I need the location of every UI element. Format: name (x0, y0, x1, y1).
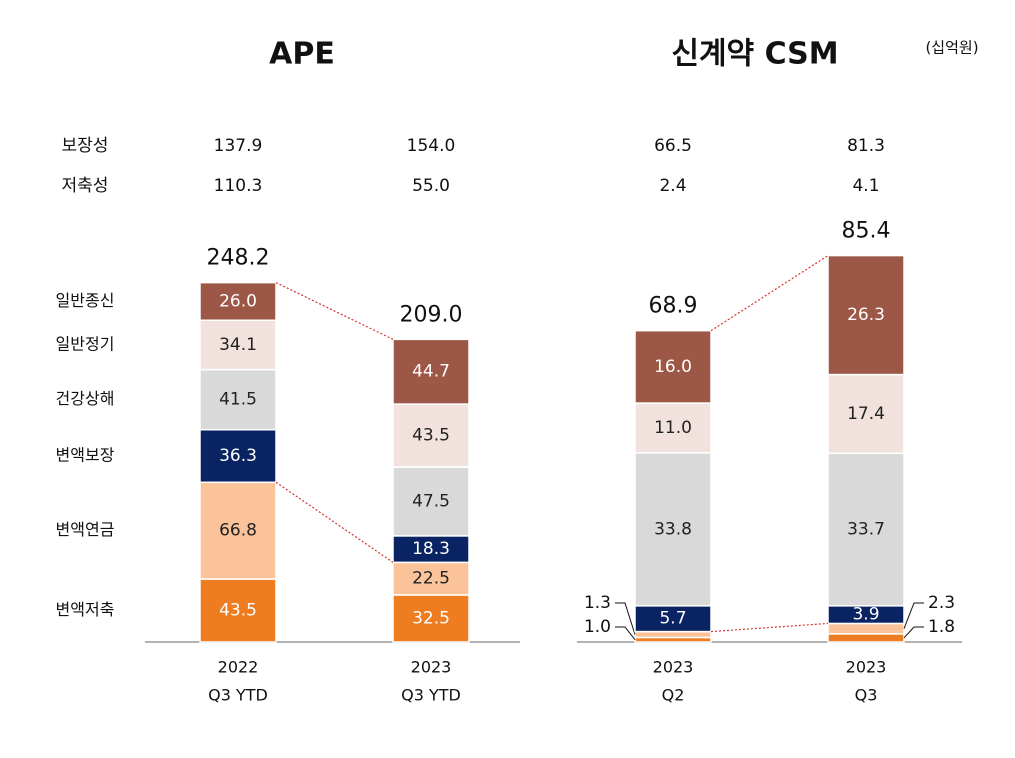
data-label: 26.3 (847, 305, 885, 325)
bar-segment (199, 281, 277, 322)
summary-value: 66.5 (654, 136, 692, 156)
connector (710, 622, 829, 633)
bar-segment (827, 622, 905, 635)
bar-segment (392, 466, 470, 537)
data-label: 1.0 (584, 617, 611, 637)
data-label: 44.7 (412, 362, 450, 382)
leader-line (615, 626, 636, 641)
bar-segment (392, 561, 470, 596)
summary-value: 4.1 (852, 176, 879, 196)
data-label: 11.0 (654, 418, 692, 438)
leader-line (615, 602, 636, 635)
unit-label: (십억원) (925, 39, 978, 57)
legend-label: 건강상해 (56, 389, 115, 408)
bar-segment (827, 452, 905, 607)
legend-label: 일반종신 (56, 291, 115, 310)
data-label: 66.8 (219, 521, 257, 541)
connector (275, 282, 394, 340)
data-label: 32.5 (412, 608, 450, 628)
data-label: 3.9 (852, 605, 879, 625)
bar-segment (199, 319, 277, 371)
bar-segment (634, 630, 712, 639)
summary-value: 110.3 (214, 176, 263, 196)
bar-segment (392, 594, 470, 643)
summary-value: 55.0 (412, 176, 450, 196)
leader-line (903, 602, 924, 629)
total-label: 85.4 (842, 219, 891, 244)
data-label: 18.3 (412, 539, 450, 559)
total-label: 248.2 (207, 246, 270, 271)
chart-title: APE (269, 37, 335, 72)
data-label: 2.3 (928, 593, 955, 613)
summary-row-label: 보장성 (62, 136, 109, 156)
legend-label: 일반정기 (56, 334, 115, 353)
data-label: 33.8 (654, 519, 692, 539)
summary-value: 137.9 (214, 136, 263, 156)
x-tick-label: 2023 (846, 658, 887, 677)
bar-segment (827, 633, 905, 643)
data-label: 5.7 (659, 609, 686, 629)
bar-segment (634, 605, 712, 633)
data-label: 47.5 (412, 491, 450, 511)
legend-label: 변액연금 (56, 520, 115, 539)
data-label: 16.0 (654, 357, 692, 377)
summary-value: 2.4 (659, 176, 686, 196)
data-label: 33.7 (847, 520, 885, 540)
legend-label: 변액저축 (56, 600, 115, 619)
x-tick-sublabel: Q3 YTD (208, 686, 268, 705)
total-label: 68.9 (649, 294, 698, 319)
x-tick-sublabel: Q3 (855, 686, 878, 705)
x-tick-sublabel: Q2 (662, 686, 685, 705)
x-tick-label: 2023 (653, 658, 694, 677)
bar-segment (199, 368, 277, 431)
bar-segment (827, 254, 905, 376)
bar-segment (392, 403, 470, 468)
x-tick-label: 2022 (218, 658, 259, 677)
bar-segment (634, 452, 712, 607)
data-label: 26.0 (219, 291, 257, 311)
bar-segment (392, 338, 470, 405)
connector (275, 481, 394, 563)
data-label: 34.1 (219, 335, 257, 355)
data-label: 22.5 (412, 569, 450, 589)
chart-title: 신계약 CSM (671, 37, 838, 72)
x-tick-sublabel: Q3 YTD (401, 686, 461, 705)
leader-line (903, 626, 924, 639)
data-label: 1.3 (584, 593, 611, 613)
data-label: 43.5 (219, 601, 257, 621)
x-tick-label: 2023 (411, 658, 452, 677)
data-label: 1.8 (928, 617, 955, 637)
connector (710, 255, 829, 332)
summary-value: 154.0 (407, 136, 456, 156)
total-label: 209.0 (400, 302, 463, 327)
bar-segment (392, 535, 470, 564)
data-label: 17.4 (847, 404, 885, 424)
summary-row-label: 저축성 (62, 176, 109, 196)
data-label: 36.3 (219, 446, 257, 466)
bar-segment (199, 578, 277, 643)
data-label: 41.5 (219, 390, 257, 410)
bar-segment (634, 329, 712, 404)
summary-value: 81.3 (847, 136, 885, 156)
bar-segment (199, 481, 277, 580)
legend-label: 변액보장 (56, 446, 115, 465)
data-label: 43.5 (412, 426, 450, 446)
